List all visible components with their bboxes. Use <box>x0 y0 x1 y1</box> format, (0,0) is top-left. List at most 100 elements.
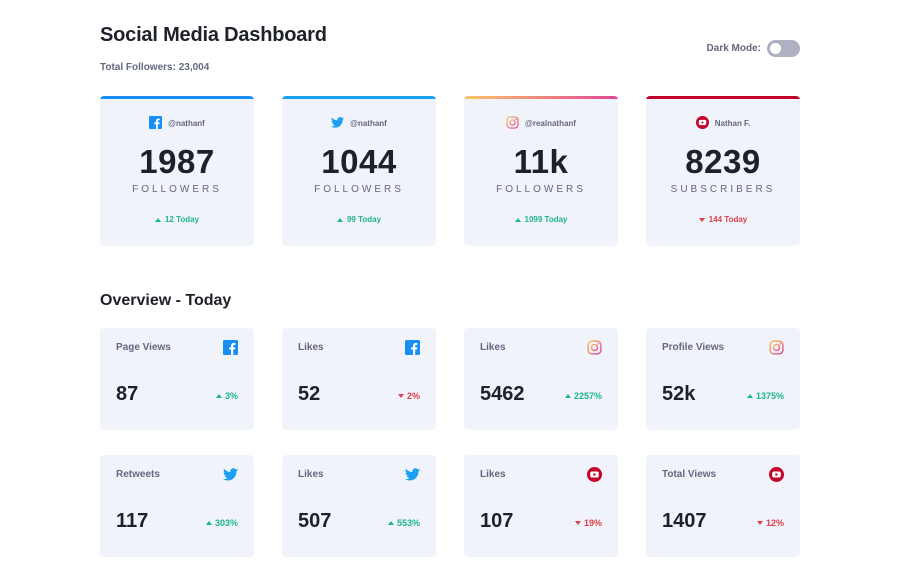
tile-change: 19% <box>574 518 602 528</box>
card-handle: @realnathanf <box>464 116 618 131</box>
youtube-icon <box>587 467 602 487</box>
card-accent-bar <box>464 96 618 99</box>
arrow-up-icon <box>387 521 394 525</box>
overview-title: Overview - Today <box>100 292 232 309</box>
arrow-up-icon <box>564 394 571 398</box>
tile-change-text: 2257% <box>573 391 602 401</box>
tile-label: Likes <box>298 342 324 353</box>
card-unit: FOLLOWERS <box>132 184 222 195</box>
overview-tile[interactable]: Likes 5462 2257% <box>464 328 618 430</box>
tile-change: 1375% <box>746 391 784 401</box>
twitter-icon <box>223 467 238 487</box>
tile-label: Likes <box>298 469 324 480</box>
follower-card-instagram[interactable]: @realnathanf 11k FOLLOWERS 1099 Today <box>464 96 618 246</box>
tile-value: 5462 <box>480 383 525 405</box>
tile-change-text: 1375% <box>755 391 784 401</box>
tile-change: 12% <box>756 518 784 528</box>
card-handle: Nathan F. <box>646 116 800 131</box>
tile-value: 87 <box>116 383 139 405</box>
follower-cards: @nathanf 1987 FOLLOWERS 12 Today @nathan… <box>100 96 800 246</box>
tile-change: 553% <box>387 518 420 528</box>
card-change-text: 12 Today <box>164 215 200 224</box>
card-accent-bar <box>646 96 800 99</box>
total-followers: Total Followers: 23,004 <box>100 62 210 73</box>
tile-change-text: 3% <box>224 391 238 401</box>
card-unit: SUBSCRIBERS <box>670 184 776 195</box>
card-change-text: 99 Today <box>346 215 382 224</box>
tile-label: Total Views <box>662 469 717 480</box>
facebook-icon <box>223 340 238 360</box>
twitter-icon <box>405 467 420 487</box>
arrow-down-icon <box>574 521 581 525</box>
overview-tile[interactable]: Likes 52 2% <box>282 328 436 430</box>
card-change-text: 144 Today <box>708 215 748 224</box>
tile-change: 303% <box>205 518 238 528</box>
tile-change: 2% <box>397 391 420 401</box>
tile-value: 52k <box>662 383 696 405</box>
arrow-down-icon <box>397 394 404 398</box>
instagram-icon <box>506 116 519 131</box>
overview-tile[interactable]: Retweets 117 303% <box>100 455 254 557</box>
dark-mode-control: Dark Mode: <box>707 40 800 57</box>
card-handle: @nathanf <box>100 116 254 131</box>
card-accent-bar <box>100 96 254 99</box>
tile-label: Profile Views <box>662 342 725 353</box>
overview-tile[interactable]: Page Views 87 3% <box>100 328 254 430</box>
card-handle-text: @nathanf <box>350 119 387 128</box>
card-count: 1987 <box>139 143 215 180</box>
tile-label: Likes <box>480 469 506 480</box>
arrow-up-icon <box>336 217 343 222</box>
overview-tile[interactable]: Likes 507 553% <box>282 455 436 557</box>
toggle-knob <box>770 43 781 54</box>
tile-change-text: 19% <box>583 518 602 528</box>
arrow-up-icon <box>746 394 753 398</box>
overview-tile[interactable]: Total Views 1407 12% <box>646 455 800 557</box>
card-unit: FOLLOWERS <box>496 184 586 195</box>
follower-card-twitter[interactable]: @nathanf 1044 FOLLOWERS 99 Today <box>282 96 436 246</box>
dark-mode-label: Dark Mode: <box>706 43 761 54</box>
arrow-up-icon <box>215 394 222 398</box>
follower-card-facebook[interactable]: @nathanf 1987 FOLLOWERS 12 Today <box>100 96 254 246</box>
card-handle-text: @nathanf <box>168 119 205 128</box>
tile-change-text: 2% <box>406 391 420 401</box>
dark-mode-toggle[interactable] <box>767 40 800 57</box>
card-count: 1044 <box>321 143 397 180</box>
arrow-down-icon <box>698 217 705 222</box>
tile-value: 1407 <box>662 510 707 532</box>
page-title: Social Media Dashboard <box>100 24 327 46</box>
card-change: 1099 Today <box>464 215 618 224</box>
youtube-icon <box>769 467 784 487</box>
card-handle-text: Nathan F. <box>714 119 751 128</box>
card-unit: FOLLOWERS <box>314 184 404 195</box>
tile-label: Retweets <box>116 469 160 480</box>
tile-change-text: 303% <box>214 518 238 528</box>
card-change-text: 1099 Today <box>524 215 568 224</box>
tile-value: 52 <box>298 383 321 405</box>
tile-value: 507 <box>298 510 332 532</box>
card-change: 99 Today <box>282 215 436 224</box>
arrow-up-icon <box>154 217 161 222</box>
tile-change: 3% <box>215 391 238 401</box>
card-change: 144 Today <box>646 215 800 224</box>
twitter-icon <box>331 116 345 131</box>
tile-value: 107 <box>480 510 514 532</box>
overview-tile[interactable]: Likes 107 19% <box>464 455 618 557</box>
dashboard-header: Social Media Dashboard Total Followers: … <box>100 24 800 84</box>
card-count: 8239 <box>685 143 761 180</box>
tile-label: Page Views <box>116 342 171 353</box>
card-accent-bar <box>282 96 436 99</box>
follower-card-youtube[interactable]: Nathan F. 8239 SUBSCRIBERS 144 Today <box>646 96 800 246</box>
tile-change-text: 553% <box>396 518 420 528</box>
youtube-icon <box>695 116 709 131</box>
instagram-icon <box>769 340 784 360</box>
card-change: 12 Today <box>100 215 254 224</box>
arrow-up-icon <box>205 521 212 525</box>
tile-value: 117 <box>116 510 149 532</box>
arrow-up-icon <box>514 217 521 222</box>
facebook-icon <box>405 340 420 360</box>
arrow-down-icon <box>756 521 763 525</box>
tile-change-text: 12% <box>765 518 784 528</box>
instagram-icon <box>587 340 602 360</box>
overview-tile[interactable]: Profile Views 52k 1375% <box>646 328 800 430</box>
tile-change: 2257% <box>564 391 602 401</box>
